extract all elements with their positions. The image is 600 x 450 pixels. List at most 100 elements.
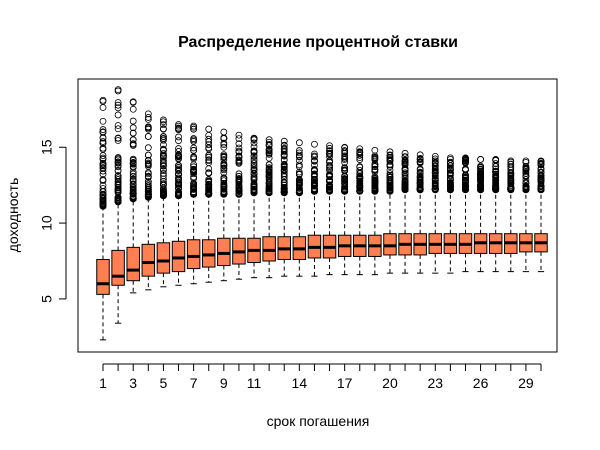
outlier-point: [401, 173, 409, 180]
outlier-point: [522, 182, 530, 190]
outlier-point: [386, 179, 394, 187]
outlier-point: [114, 125, 122, 133]
box-group: [292, 139, 307, 277]
outlier-point: [507, 185, 515, 193]
box-group: [171, 121, 186, 286]
x-tick-label: 29: [518, 375, 534, 391]
outlier-point: [416, 174, 424, 182]
outlier-point: [190, 146, 198, 154]
outlier-point: [341, 150, 349, 157]
outlier-point: [326, 161, 333, 169]
outlier-point: [160, 118, 167, 126]
outlier-point: [265, 138, 273, 146]
outlier-point: [144, 170, 152, 178]
outlier-point: [99, 152, 107, 159]
outlier-point: [280, 151, 288, 158]
outlier-point: [431, 183, 439, 191]
outlier-point: [416, 186, 424, 194]
box-group: [443, 154, 458, 274]
outlier-point: [371, 153, 379, 161]
outlier-point: [160, 116, 167, 124]
box-group: [277, 137, 291, 277]
outlier-point: [129, 168, 137, 176]
outlier-point: [205, 135, 213, 143]
outlier-point: [205, 125, 213, 133]
box-iqr: [262, 236, 276, 262]
outlier-point: [326, 147, 333, 155]
outlier-point: [175, 178, 182, 186]
outlier-point: [175, 177, 182, 184]
outlier-point: [250, 157, 258, 164]
outlier-point: [431, 172, 439, 180]
outlier-point: [190, 165, 198, 173]
outlier-point: [356, 184, 364, 192]
outlier-point: [250, 166, 258, 174]
outlier-point: [220, 182, 228, 190]
outlier-point: [477, 156, 484, 163]
outlier-point: [114, 195, 122, 203]
outlier-point: [295, 180, 303, 187]
outlier-point: [160, 125, 167, 133]
outlier-point: [99, 202, 107, 210]
outlier-point: [190, 136, 198, 144]
y-tick-label: 5: [39, 295, 55, 303]
outlier-point: [250, 183, 258, 191]
outlier-point: [129, 141, 137, 148]
outlier-point: [416, 158, 424, 166]
outlier-point: [220, 179, 228, 187]
outlier-point: [129, 136, 137, 144]
outlier-point: [220, 169, 228, 177]
boxes-layer: [96, 86, 548, 341]
outlier-point: [401, 161, 409, 169]
outlier-point: [99, 193, 107, 201]
outlier-point: [295, 170, 303, 178]
box-iqr: [201, 239, 216, 268]
box-group: [368, 146, 382, 276]
outlier-point: [235, 172, 243, 180]
outlier-point: [356, 187, 364, 194]
box-iqr: [186, 239, 201, 270]
outlier-point: [129, 187, 137, 194]
outlier-point: [462, 184, 469, 191]
outlier-point: [356, 169, 364, 177]
outlier-point: [175, 153, 182, 161]
outlier-point: [160, 146, 167, 154]
box-iqr: [171, 240, 186, 273]
outlier-point: [99, 176, 107, 183]
outlier-point: [311, 161, 318, 169]
outlier-point: [386, 166, 394, 174]
outlier-point: [99, 134, 107, 141]
outlier-point: [326, 183, 333, 190]
outlier-point: [492, 160, 500, 167]
outlier-point: [522, 164, 530, 172]
box-group: [307, 140, 322, 277]
outlier-point: [129, 105, 137, 113]
outlier-point: [175, 164, 182, 171]
box-group: [262, 136, 276, 279]
outlier-point: [507, 169, 515, 177]
outlier-point: [235, 170, 243, 178]
outlier-point: [265, 189, 273, 196]
outlier-point: [160, 136, 167, 144]
outlier-point: [99, 190, 107, 198]
outlier-point: [99, 117, 107, 125]
outlier-point: [446, 170, 454, 178]
box-group: [413, 151, 427, 274]
outlier-point: [114, 180, 122, 188]
outlier-point: [280, 148, 288, 156]
outlier-point: [371, 182, 379, 190]
x-tick-label: 5: [160, 375, 168, 391]
outlier-point: [280, 137, 288, 145]
outlier-point: [416, 181, 424, 189]
outlier-point: [462, 176, 469, 184]
outlier-point: [220, 164, 228, 172]
outlier-point: [144, 114, 152, 121]
outlier-point: [114, 158, 122, 166]
outlier-point: [205, 159, 213, 167]
outlier-point: [311, 182, 318, 190]
outlier-point: [235, 177, 243, 185]
outlier-point: [401, 165, 409, 173]
box-group: [488, 155, 503, 273]
outlier-point: [144, 186, 152, 194]
outlier-point: [431, 165, 439, 173]
